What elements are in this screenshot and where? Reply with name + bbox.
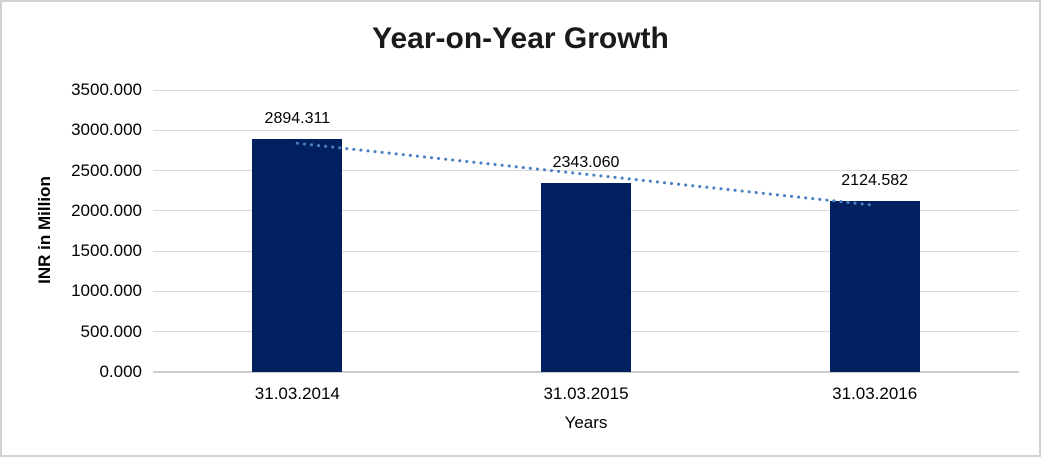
gridline: [153, 129, 1019, 131]
y-tick-label: 2000.000: [71, 200, 142, 220]
gridline: [153, 89, 1019, 91]
bar: [829, 200, 920, 372]
y-tick-label: 0.000: [99, 362, 142, 381]
y-tick-label: 500.000: [80, 321, 142, 341]
bar-value-label: 2124.582: [841, 171, 909, 189]
y-tick-label: 3500.000: [71, 80, 142, 99]
y-tick-label: 1500.000: [71, 241, 142, 261]
y-tick-label: 3000.000: [71, 120, 142, 140]
bar-value-label: 2343.060: [552, 154, 620, 172]
x-axis-title: Years: [564, 413, 608, 432]
x-axis-line: [153, 371, 1019, 373]
x-category-label: 31.03.2016: [832, 384, 918, 403]
bar-value-label: 2894.311: [264, 109, 331, 127]
chart-title: Year-on-Year Growth: [372, 22, 669, 55]
x-category-label: 31.03.2014: [254, 384, 340, 403]
y-axis-title: INR in Million: [35, 176, 54, 284]
y-tick-label: 1000.000: [71, 281, 142, 301]
x-category-label: 31.03.2015: [543, 384, 629, 403]
y-tick-label: 2500.000: [71, 160, 142, 180]
bar: [541, 183, 631, 372]
bar: [252, 138, 343, 372]
